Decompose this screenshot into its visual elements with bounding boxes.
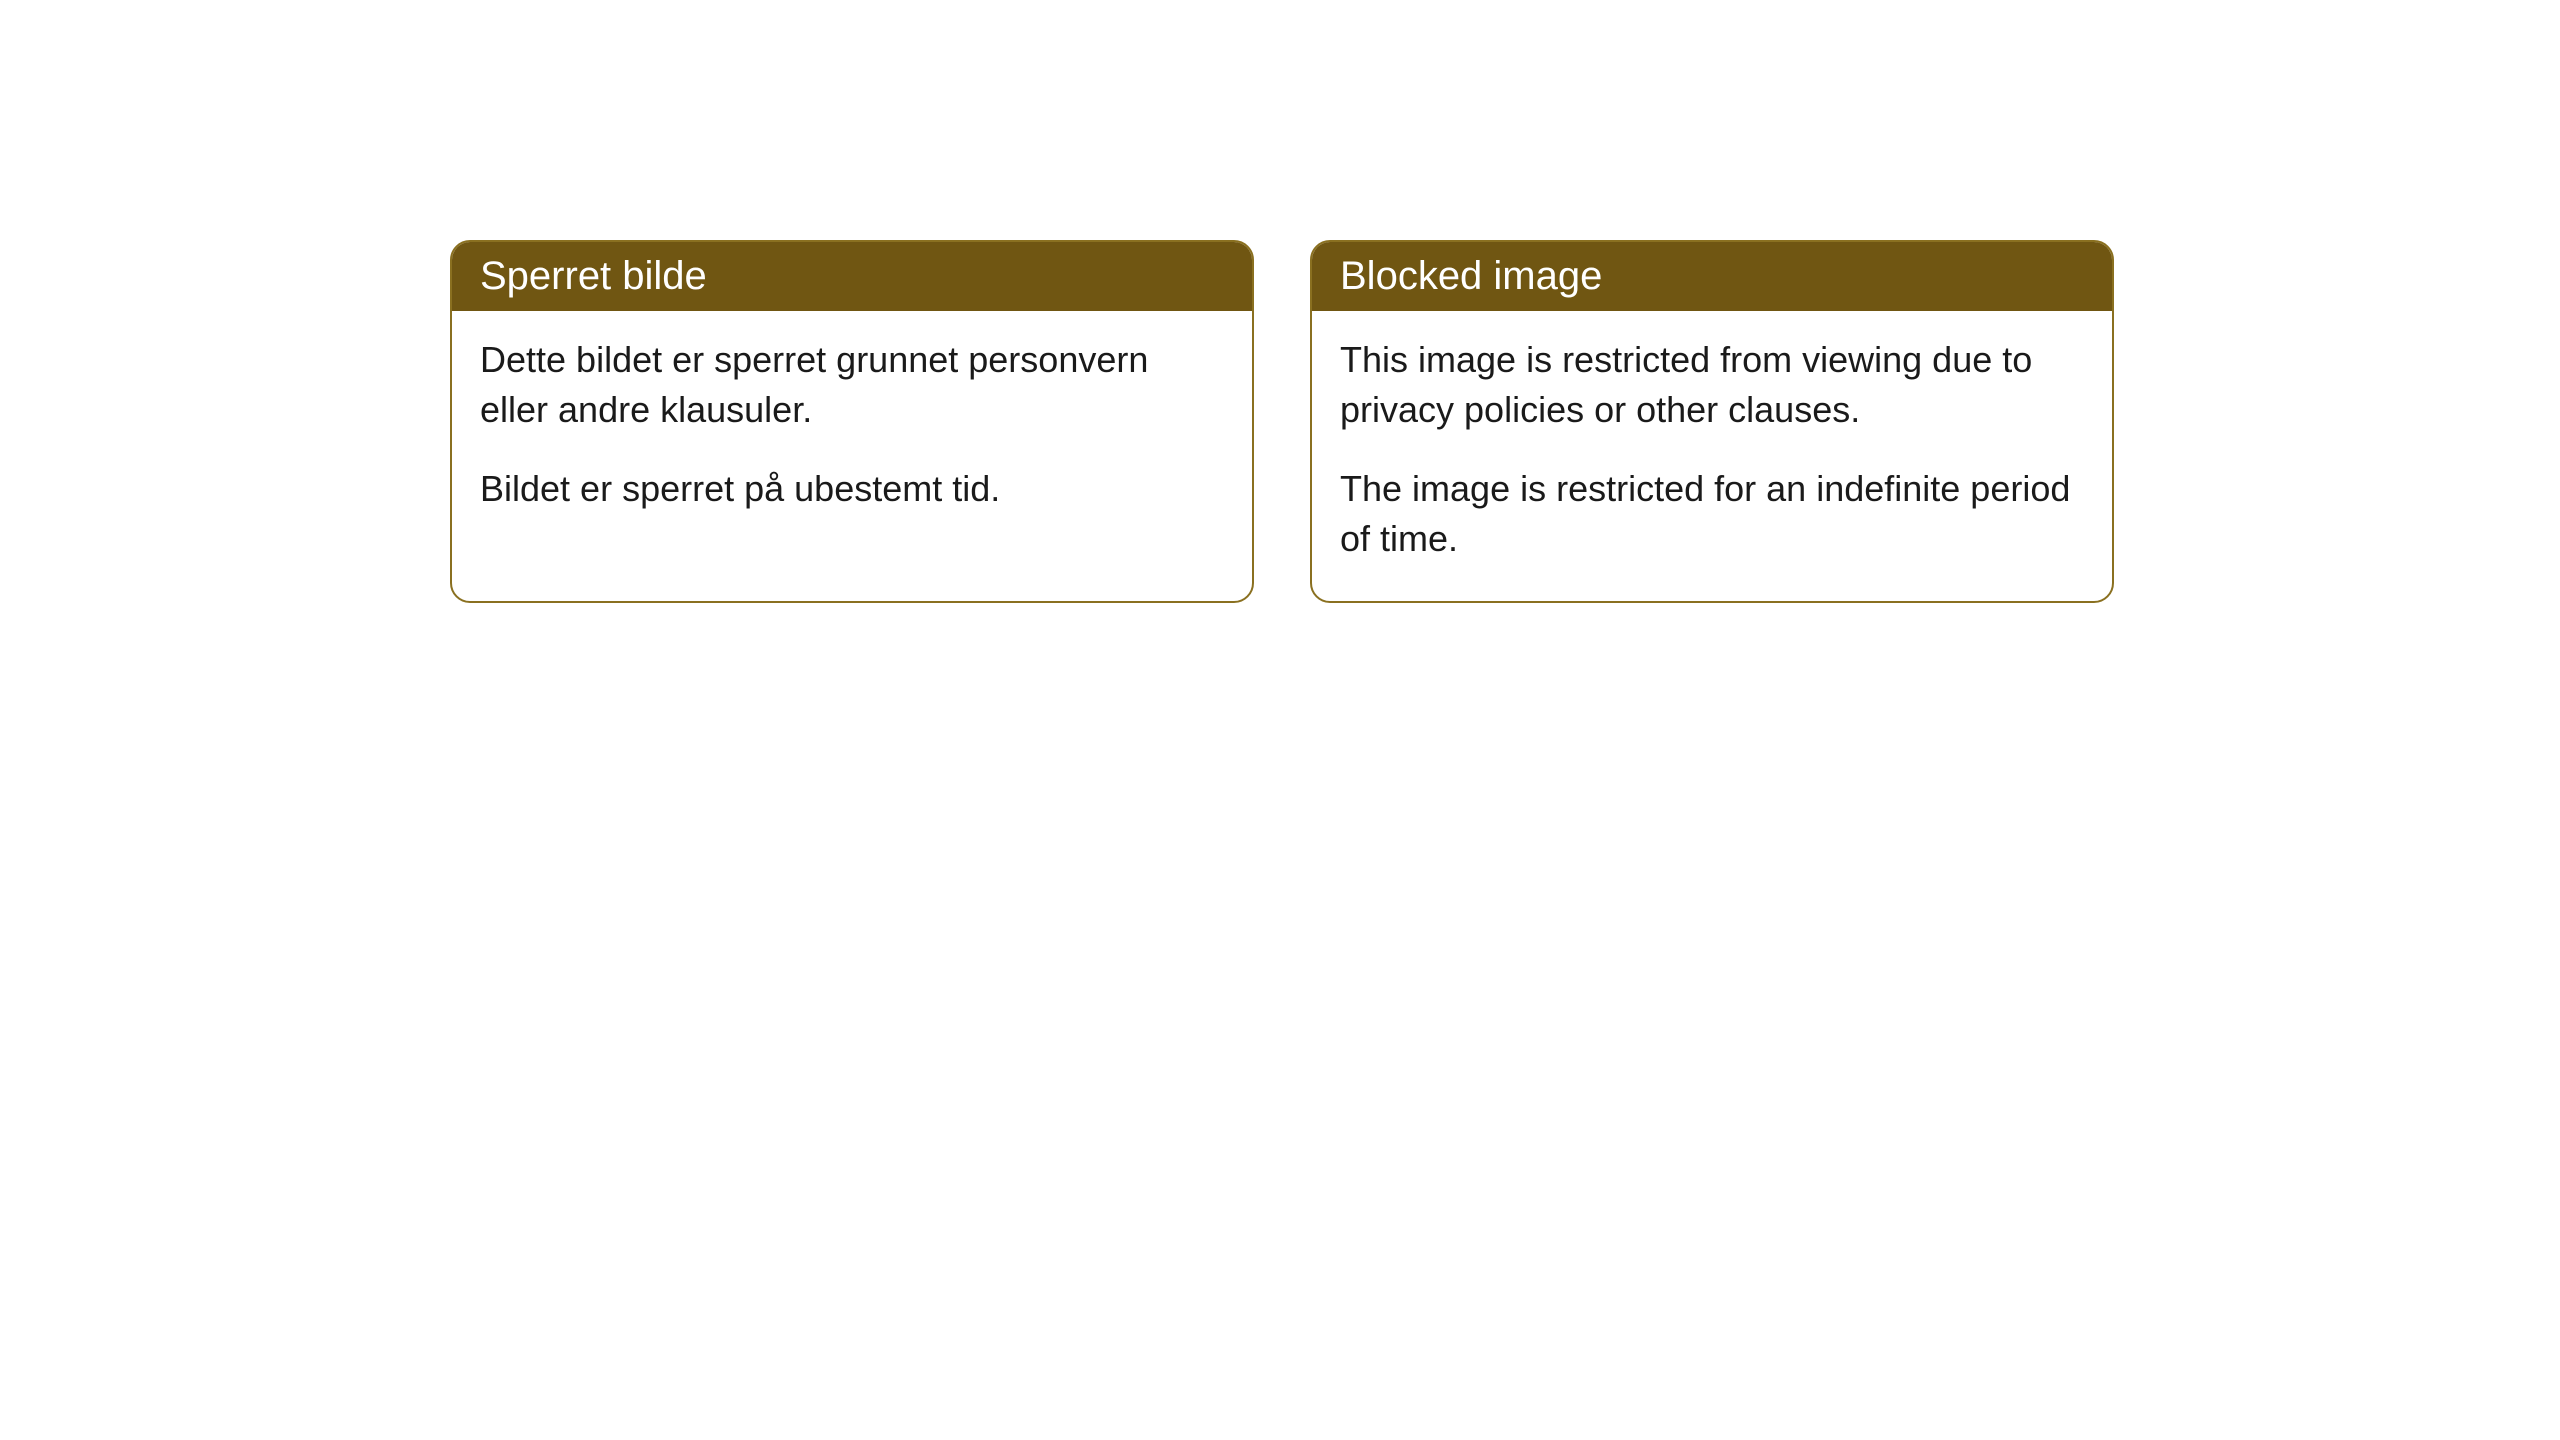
- card-paragraph: This image is restricted from viewing du…: [1340, 335, 2084, 436]
- notice-card-norwegian: Sperret bilde Dette bildet er sperret gr…: [450, 240, 1254, 603]
- card-header: Sperret bilde: [452, 242, 1252, 311]
- card-title: Blocked image: [1340, 254, 1602, 298]
- card-paragraph: Bildet er sperret på ubestemt tid.: [480, 464, 1224, 514]
- card-paragraph: Dette bildet er sperret grunnet personve…: [480, 335, 1224, 436]
- notice-cards-container: Sperret bilde Dette bildet er sperret gr…: [450, 240, 2114, 603]
- card-body: Dette bildet er sperret grunnet personve…: [452, 311, 1252, 550]
- card-title: Sperret bilde: [480, 254, 707, 298]
- card-body: This image is restricted from viewing du…: [1312, 311, 2112, 601]
- card-header: Blocked image: [1312, 242, 2112, 311]
- notice-card-english: Blocked image This image is restricted f…: [1310, 240, 2114, 603]
- card-paragraph: The image is restricted for an indefinit…: [1340, 464, 2084, 565]
